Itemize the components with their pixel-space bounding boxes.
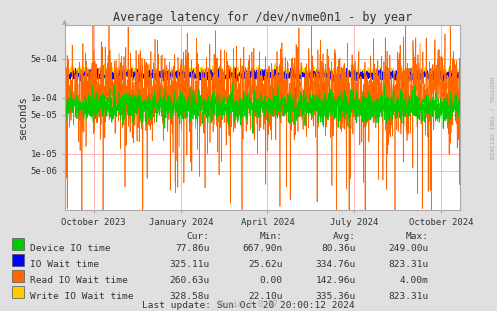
Text: Write IO Wait time: Write IO Wait time bbox=[30, 292, 134, 301]
Text: 823.31u: 823.31u bbox=[389, 260, 429, 269]
Text: Cur:: Cur: bbox=[186, 232, 210, 241]
Text: Read IO Wait time: Read IO Wait time bbox=[30, 276, 128, 285]
Title: Average latency for /dev/nvme0n1 - by year: Average latency for /dev/nvme0n1 - by ye… bbox=[113, 11, 413, 24]
Text: 22.10u: 22.10u bbox=[248, 292, 283, 301]
Text: 142.96u: 142.96u bbox=[316, 276, 356, 285]
Text: 4.00m: 4.00m bbox=[400, 276, 429, 285]
Text: Min:: Min: bbox=[259, 232, 283, 241]
Text: 80.36u: 80.36u bbox=[321, 244, 356, 253]
Text: 325.11u: 325.11u bbox=[169, 260, 210, 269]
Text: Last update: Sun Oct 20 20:00:12 2024: Last update: Sun Oct 20 20:00:12 2024 bbox=[142, 300, 355, 309]
Text: Munin 2.0.57: Munin 2.0.57 bbox=[219, 300, 278, 309]
Text: 823.31u: 823.31u bbox=[389, 292, 429, 301]
Text: 260.63u: 260.63u bbox=[169, 276, 210, 285]
Y-axis label: seconds: seconds bbox=[18, 95, 28, 139]
Bar bbox=[12, 254, 24, 266]
Text: Device IO time: Device IO time bbox=[30, 244, 111, 253]
Bar bbox=[12, 238, 24, 250]
Text: 25.62u: 25.62u bbox=[248, 260, 283, 269]
Text: Avg:: Avg: bbox=[332, 232, 356, 241]
Text: 335.36u: 335.36u bbox=[316, 292, 356, 301]
Text: Max:: Max: bbox=[406, 232, 429, 241]
Text: 328.58u: 328.58u bbox=[169, 292, 210, 301]
Text: 77.86u: 77.86u bbox=[175, 244, 210, 253]
Text: IO Wait time: IO Wait time bbox=[30, 260, 99, 269]
Text: 334.76u: 334.76u bbox=[316, 260, 356, 269]
Text: ▲: ▲ bbox=[63, 19, 68, 25]
Bar bbox=[12, 286, 24, 298]
Text: 0.00: 0.00 bbox=[259, 276, 283, 285]
Bar bbox=[12, 270, 24, 282]
Text: RRDTOOL / TOBI OETIKER: RRDTOOL / TOBI OETIKER bbox=[489, 77, 494, 160]
Text: 667.90n: 667.90n bbox=[243, 244, 283, 253]
Text: 249.00u: 249.00u bbox=[389, 244, 429, 253]
